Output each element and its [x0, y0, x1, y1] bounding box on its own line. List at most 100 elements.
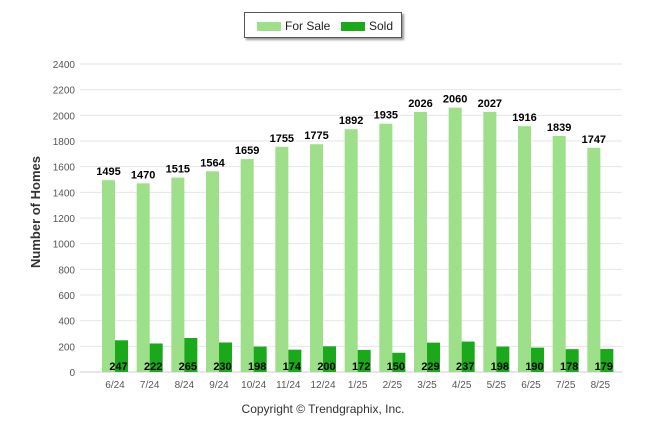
- bar-sold: [149, 343, 163, 372]
- x-tick-label: 8/25: [591, 380, 611, 391]
- y-tick-label: 800: [58, 265, 75, 276]
- bar-for-sale: [379, 123, 393, 372]
- x-tick-label: 3/25: [417, 380, 437, 391]
- bar-for-sale: [102, 180, 115, 372]
- bar-sold: [288, 349, 302, 372]
- data-label-for-sale: 1659: [235, 145, 259, 157]
- x-tick-label: 10/24: [241, 380, 266, 391]
- data-label-sold: 200: [317, 361, 335, 373]
- y-tick-label: 0: [69, 368, 75, 379]
- data-label-for-sale: 1515: [166, 164, 190, 176]
- data-label-for-sale: 1935: [374, 110, 398, 122]
- y-tick-label: 600: [58, 291, 75, 302]
- x-tick-label: 6/24: [105, 380, 125, 391]
- y-tick-label: 200: [58, 342, 75, 353]
- legend-swatch-sold: [341, 22, 365, 31]
- y-tick-label: 1000: [53, 240, 76, 251]
- data-label-sold: 237: [456, 361, 474, 373]
- data-label-sold: 178: [560, 361, 578, 373]
- data-label-for-sale: 1564: [200, 157, 225, 169]
- bar-sold: [357, 349, 371, 372]
- y-tick-label: 1800: [53, 137, 76, 148]
- legend-label-sold: Sold: [369, 19, 394, 33]
- data-label-for-sale: 1495: [96, 166, 120, 178]
- bar-for-sale: [344, 129, 358, 372]
- bar-for-sale: [483, 111, 497, 372]
- bar-for-sale: [448, 107, 462, 372]
- x-tick-label: 1/25: [348, 380, 368, 391]
- data-label-for-sale: 1892: [339, 115, 363, 127]
- y-tick-label: 2200: [53, 86, 76, 97]
- data-label-for-sale: 1470: [131, 169, 155, 181]
- data-label-sold: 247: [109, 361, 127, 373]
- legend-swatch-for-sale: [257, 22, 281, 31]
- bar-sold: [184, 337, 198, 372]
- y-tick-label: 1200: [53, 214, 76, 225]
- bar-sold: [253, 346, 267, 372]
- x-tick-label: 11/24: [276, 380, 301, 391]
- x-tick-label: 4/25: [452, 380, 472, 391]
- data-label-for-sale: 1839: [547, 122, 571, 134]
- bar-sold: [496, 346, 510, 372]
- data-label-for-sale: 1916: [512, 112, 536, 124]
- y-tick-label: 1400: [53, 188, 76, 199]
- data-label-sold: 229: [421, 361, 439, 373]
- data-label-for-sale: 2060: [443, 94, 467, 106]
- data-label-sold: 230: [213, 361, 231, 373]
- x-tick-label: 8/24: [175, 380, 195, 391]
- data-label-sold: 174: [283, 361, 302, 373]
- y-tick-label: 400: [58, 317, 75, 328]
- bar-for-sale: [275, 146, 289, 372]
- data-label-for-sale: 1755: [270, 133, 294, 145]
- legend-label-for-sale: For Sale: [285, 19, 331, 33]
- data-label-for-sale: 1775: [304, 130, 328, 142]
- y-axis-ticks: 0 200 400 600 800 1000 1200 1400 1600 1800 2000 220…: [53, 60, 76, 379]
- data-label-for-sale: 2026: [408, 98, 432, 110]
- data-label-sold: 198: [491, 361, 509, 373]
- x-tick-label: 5/25: [487, 380, 507, 391]
- bar-sold: [115, 340, 128, 372]
- bar-sold: [461, 341, 475, 372]
- bar-for-sale: [552, 135, 566, 372]
- bar-sold: [600, 349, 614, 372]
- bar-for-sale: [310, 144, 323, 372]
- bar-sold: [392, 352, 406, 372]
- data-label-sold: 222: [144, 361, 162, 373]
- bar-sold: [565, 349, 579, 372]
- data-label-sold: 190: [525, 361, 543, 373]
- bar-sold: [219, 342, 232, 372]
- data-label-for-sale: 2027: [478, 98, 502, 110]
- bar-sold: [427, 342, 440, 372]
- data-label-sold: 198: [248, 361, 266, 373]
- bar-for-sale: [136, 183, 150, 372]
- y-axis-label: Number of Homes: [28, 156, 43, 268]
- data-label-sold: 150: [387, 361, 405, 373]
- x-tick-label: 7/24: [140, 380, 160, 391]
- x-tick-label: 12/24: [310, 380, 335, 391]
- bar-for-sale: [171, 177, 185, 372]
- x-tick-label: 7/25: [556, 380, 576, 391]
- bar-for-sale: [587, 147, 601, 372]
- copyright-text: Copyright © Trendgraphix, Inc.: [241, 402, 405, 416]
- bar-for-sale: [206, 171, 219, 372]
- bar-for-sale: [240, 159, 254, 372]
- data-label-sold: 172: [352, 361, 370, 373]
- data-label-sold: 265: [179, 361, 197, 373]
- bar-for-sale: [414, 111, 427, 372]
- y-tick-label: 2400: [53, 60, 76, 71]
- bar-sold: [531, 347, 544, 372]
- x-axis-ticks: 6/24 7/24 8/24 9/24 10/24 11/24 12/24 1/25 2/25 3…: [105, 380, 610, 391]
- legend: For Sale Sold: [244, 12, 402, 38]
- bar-for-sale: [518, 126, 531, 372]
- bar-sold: [323, 346, 336, 372]
- x-tick-label: 6/25: [521, 380, 541, 391]
- data-label-for-sale: 1747: [582, 134, 606, 146]
- y-tick-label: 2000: [53, 111, 76, 122]
- data-labels: 1495 247 1470 222 1515 265 1564 230 1659 198 1755 1…: [96, 94, 613, 373]
- x-tick-label: 9/24: [209, 380, 229, 391]
- x-tick-label: 2/25: [383, 380, 403, 391]
- y-tick-label: 1600: [53, 163, 76, 174]
- bars: [102, 107, 614, 372]
- data-label-sold: 179: [595, 361, 613, 373]
